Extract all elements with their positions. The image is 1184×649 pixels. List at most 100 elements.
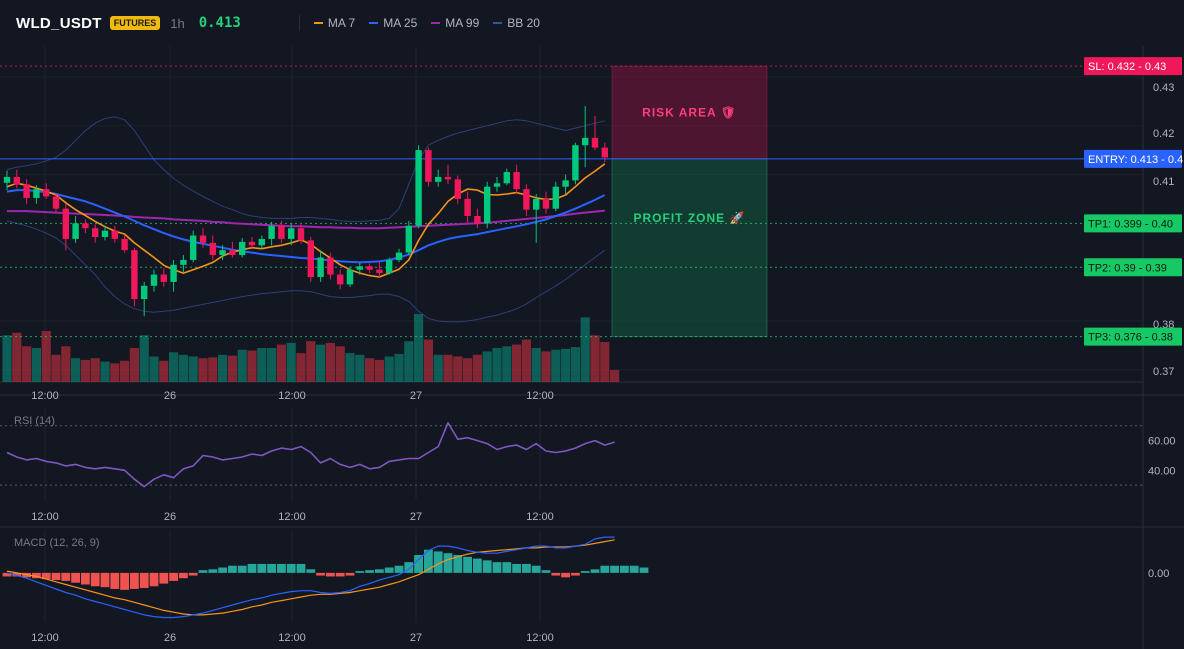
candle-body[interactable] [533,198,540,210]
candle-body[interactable] [121,238,128,251]
candle-body[interactable] [43,189,50,197]
candle-body[interactable] [52,196,60,209]
ma99-line [7,209,605,230]
candle-body[interactable] [346,269,354,285]
candle-body[interactable] [562,180,569,187]
candle-body[interactable] [395,252,403,260]
candle-body[interactable] [258,238,265,246]
risk-area-label: RISK AREA 🛡 [642,105,737,119]
candle-body[interactable] [493,183,501,187]
candle-body[interactable] [523,189,530,210]
candle-body[interactable] [484,186,491,224]
candle-body[interactable] [3,176,11,183]
candle-body[interactable] [366,266,373,270]
candle-body[interactable] [111,230,118,239]
candle-body[interactable] [141,285,148,299]
volume-bar [286,342,296,382]
time-axis-label: 12:00 [526,390,554,402]
candle-body[interactable] [503,172,510,184]
candle-body[interactable] [542,198,550,209]
legend-ma99[interactable]: MA 99 [431,16,479,30]
rsi-line [6,421,615,488]
candle-body[interactable] [307,240,314,278]
candle-body[interactable] [209,242,216,256]
candle-body[interactable] [101,230,109,237]
macd-histogram-bar [414,555,423,573]
macd-histogram-bar [61,572,71,581]
candle-body[interactable] [297,228,305,241]
time-axis-label: 12:00 [31,632,59,644]
volume-bar [247,350,257,382]
candle-body[interactable] [23,184,30,198]
macd-histogram-bar [571,572,580,576]
volume-bar [198,358,208,382]
candle-body[interactable] [464,198,471,216]
volume-bar [551,349,561,382]
candle-body[interactable] [356,266,363,270]
candle-body[interactable] [376,269,383,274]
candle-body[interactable] [248,241,256,246]
volume-bar [580,317,590,382]
candle-body[interactable] [239,241,246,256]
candle-body[interactable] [92,228,99,237]
volume-bar [296,353,306,382]
candle-body[interactable] [601,147,608,158]
legend-bb20[interactable]: BB 20 [493,16,540,30]
candle-body[interactable] [337,274,344,285]
macd-histogram-bar [90,572,100,587]
candle-body[interactable] [572,145,579,181]
candle-body[interactable] [190,235,197,260]
candle-body[interactable] [444,176,452,180]
indicator-legend: MA 7 MA 25 MA 99 BB 20 [313,16,554,30]
symbol-name[interactable]: WLD_USDT [16,14,102,32]
macd-histogram-bar [247,563,257,573]
candle-body[interactable] [435,176,442,182]
candle-body[interactable] [72,223,79,239]
candle-body[interactable] [474,216,481,224]
macd-histogram-bar [541,570,551,573]
ma25-line [6,189,606,264]
volume-bar [374,359,384,382]
candle-body[interactable] [170,264,177,282]
candle-body[interactable] [150,274,158,286]
candle-body[interactable] [199,235,207,243]
header-divider [298,15,300,31]
candle-body[interactable] [288,228,295,239]
candle-body[interactable] [219,250,226,256]
candle-body[interactable] [591,137,599,148]
volume-bar [482,351,492,382]
candle-body[interactable] [62,208,69,239]
volume-bar [51,354,61,382]
candle-body[interactable] [180,259,187,265]
volume-bar [237,349,247,382]
legend-ma7[interactable]: MA 7 [313,16,355,30]
candle-body[interactable] [582,137,589,146]
candle-body[interactable] [229,250,236,256]
candle-body[interactable] [513,172,520,190]
entry-price-tag-bg [1084,149,1182,168]
candle-body[interactable] [13,176,20,185]
candle-body[interactable] [454,179,461,199]
candle-body[interactable] [327,257,334,275]
candle-body[interactable] [268,225,275,239]
candle-body[interactable] [386,259,393,274]
legend-ma25[interactable]: MA 25 [369,16,417,30]
tp3-price-tag-bg [1084,327,1182,346]
candle-body[interactable] [160,274,167,282]
candle-body[interactable] [278,225,285,239]
candle-body[interactable] [405,225,412,253]
macd-histogram-bar [404,562,414,573]
candle-body[interactable] [82,223,89,229]
time-axis-label: 12:00 [526,632,554,644]
tp1-price-tag-bg [1084,214,1182,233]
candle-body[interactable] [425,150,432,182]
candle-body[interactable] [33,189,40,198]
candle-body[interactable] [131,250,138,299]
candle-body[interactable] [552,186,559,209]
timeframe-selector[interactable]: 1h [170,15,185,31]
candle-body[interactable] [317,257,324,278]
candle-body[interactable] [415,150,422,226]
volume-bar [414,314,424,382]
macd-histogram-bar [326,572,335,577]
